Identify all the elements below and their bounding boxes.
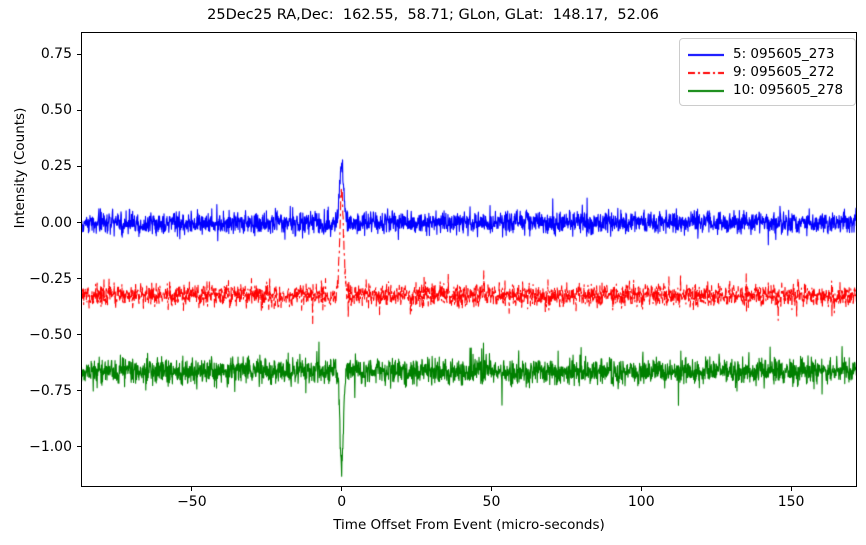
y-tick-mark <box>77 222 81 224</box>
x-tick-label: 50 <box>482 494 501 510</box>
legend-item[interactable]: 10: 095605_278 <box>688 81 847 99</box>
x-tick-mark <box>341 487 343 491</box>
legend-swatch-series-2 <box>688 65 724 80</box>
y-axis-label: Intensity (Counts) <box>12 107 28 229</box>
x-tick-label: 0 <box>337 494 347 510</box>
axes-frame <box>81 32 857 487</box>
y-tick-label: 0.00 <box>40 214 72 231</box>
x-tick-label: 150 <box>777 494 805 510</box>
x-axis-label: Time Offset From Event (micro-seconds) <box>333 517 605 533</box>
legend-label-series-1: 5: 095605_273 <box>733 46 835 62</box>
y-tick-mark <box>77 390 81 392</box>
legend-item[interactable]: 9: 095605_272 <box>688 63 847 81</box>
legend-swatch-series-1 <box>688 47 724 62</box>
plot-axes-area <box>81 32 857 487</box>
y-tick-mark <box>77 446 81 448</box>
legend-item[interactable]: 5: 095605_273 <box>688 45 847 63</box>
y-tick-label: 0.25 <box>40 158 72 175</box>
legend-label-series-3: 10: 095605_278 <box>733 82 844 98</box>
y-tick-mark <box>77 278 81 280</box>
page-title: 25Dec25 RA,Dec: 162.55, 58.71; GLon, GLa… <box>207 7 659 23</box>
y-tick-label: −0.25 <box>29 270 72 287</box>
x-tick-label: 100 <box>627 494 655 510</box>
x-tick-mark <box>191 487 193 491</box>
y-tick-mark <box>77 53 81 55</box>
y-tick-mark <box>77 334 81 336</box>
y-tick-label: −1.00 <box>29 438 72 455</box>
x-tick-label: −50 <box>177 494 207 510</box>
legend-swatch-series-3 <box>688 83 724 98</box>
x-tick-mark <box>790 487 792 491</box>
y-tick-mark <box>77 109 81 111</box>
x-tick-mark <box>640 487 642 491</box>
legend-box: 5: 095605_273 9: 095605_272 10: 095605_2… <box>679 38 856 106</box>
y-tick-label: 0.50 <box>40 102 72 119</box>
y-tick-label: −0.50 <box>29 326 72 343</box>
y-tick-label: −0.75 <box>29 382 72 399</box>
plot-data-canvas <box>81 32 857 487</box>
y-tick-mark <box>77 165 81 167</box>
y-tick-label: 0.75 <box>40 46 72 63</box>
x-tick-mark <box>490 487 492 491</box>
legend-label-series-2: 9: 095605_272 <box>733 64 835 80</box>
